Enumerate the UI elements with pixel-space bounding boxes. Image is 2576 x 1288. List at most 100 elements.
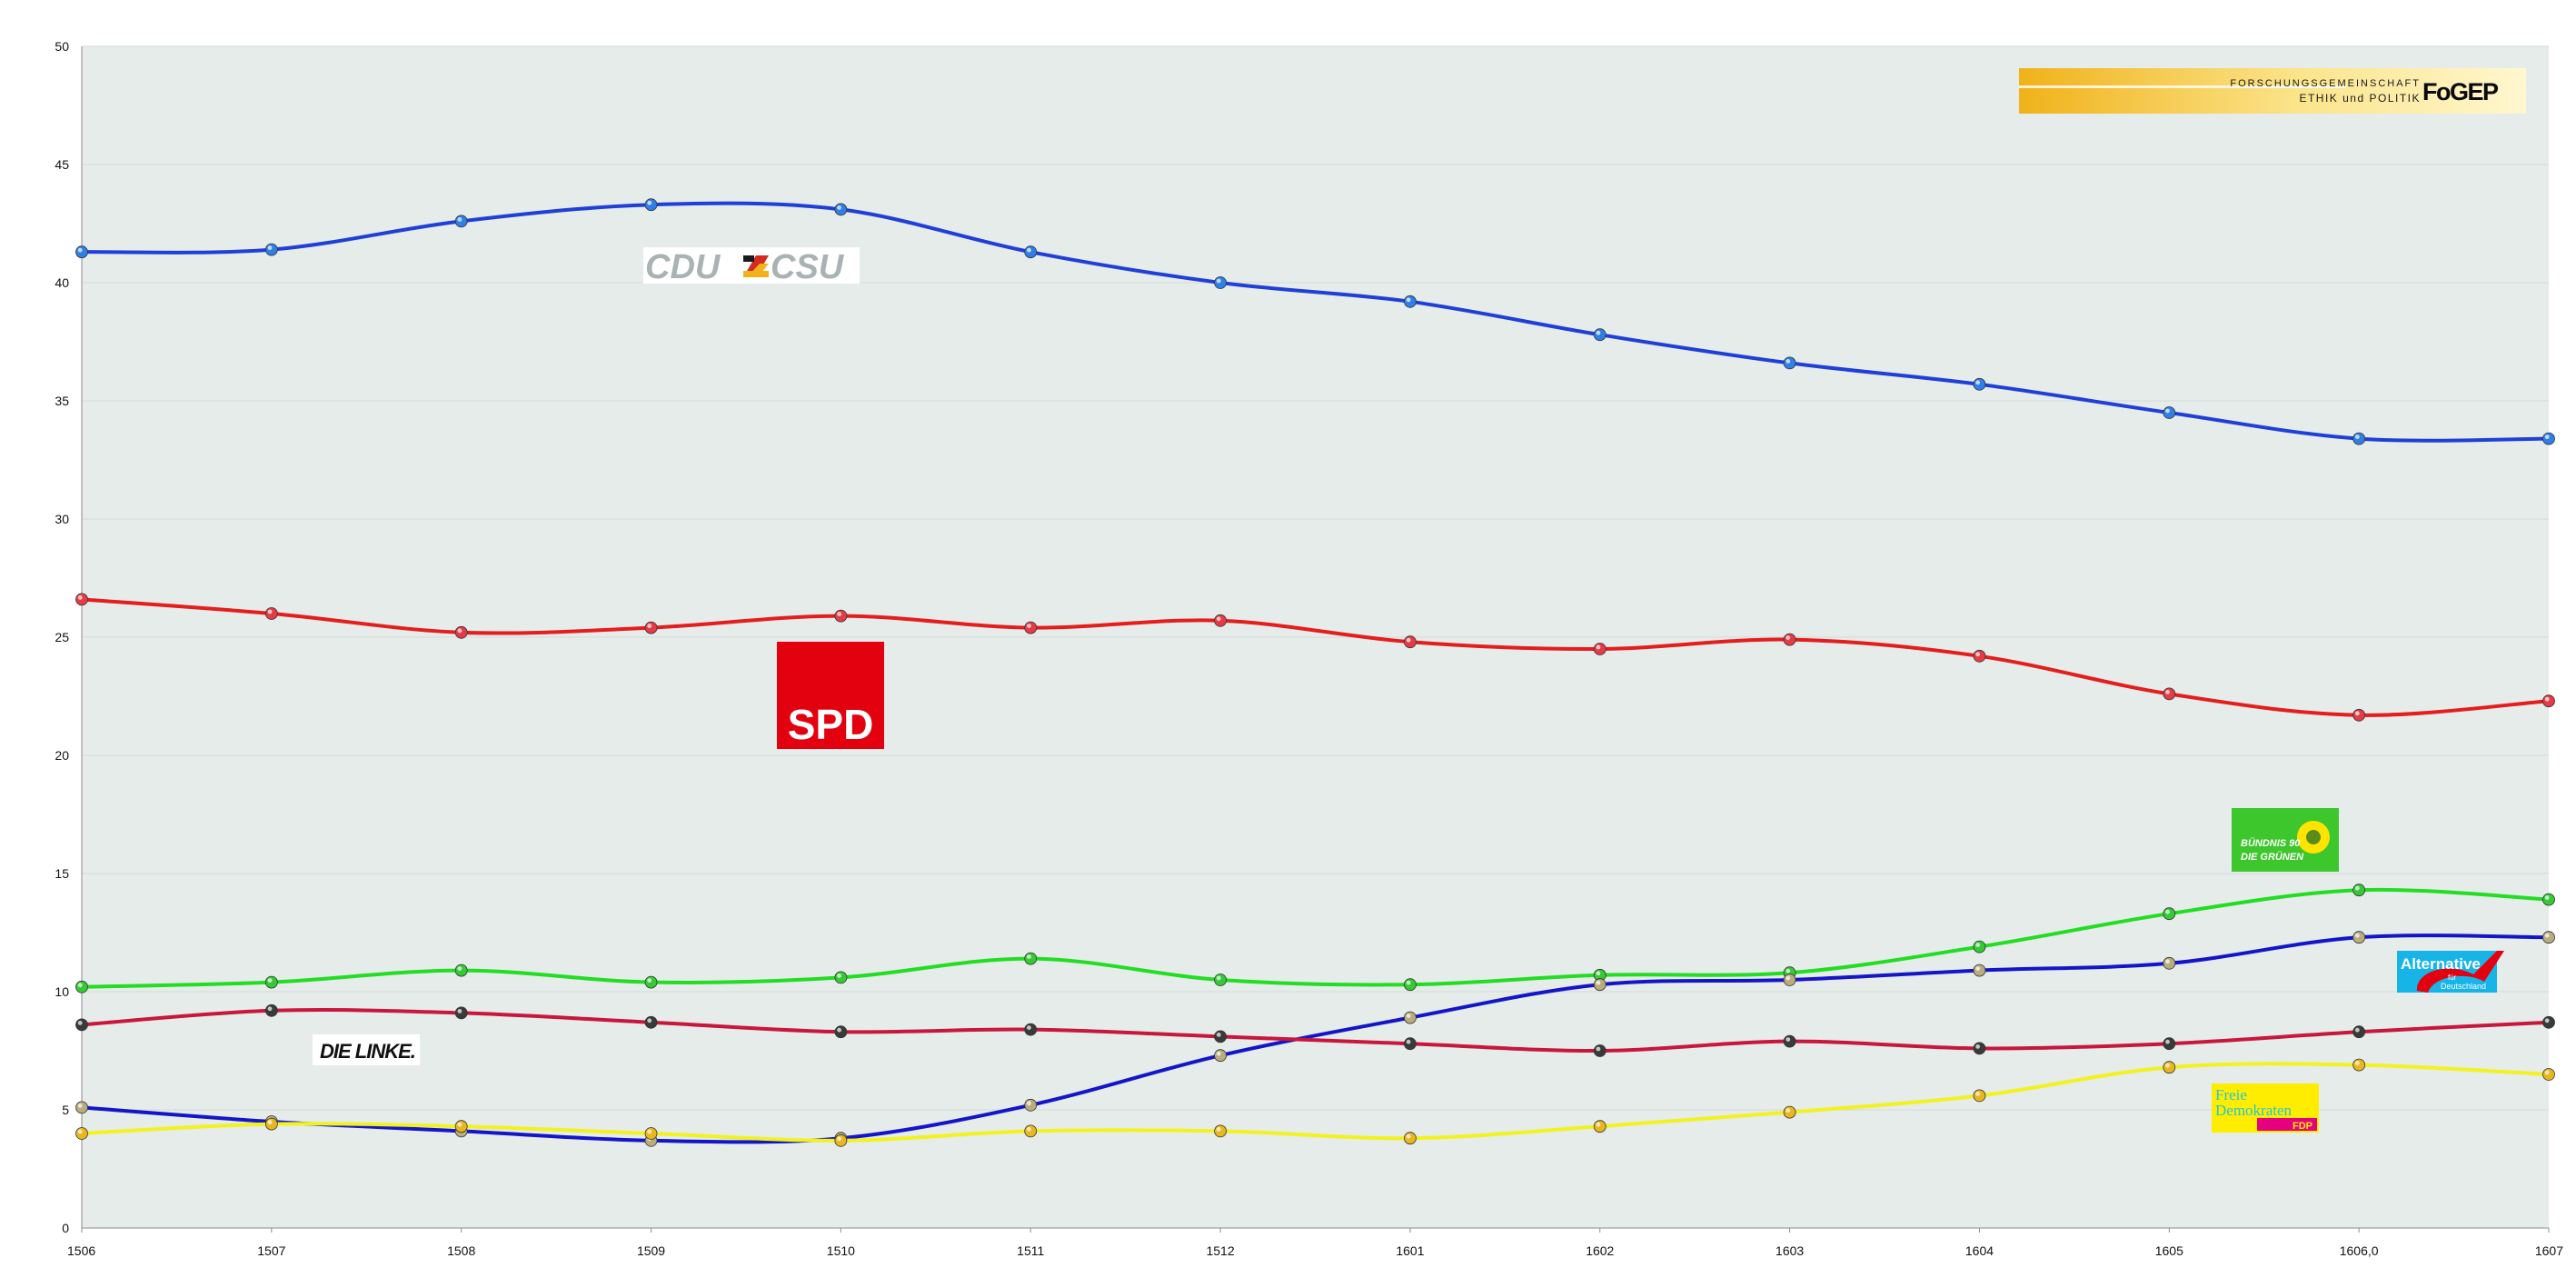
data-point-cdu [1783, 356, 1796, 370]
gruene-logo: BÜNDNIS 90 DIE GRÜNEN [2232, 808, 2339, 872]
fdp-label-3: FDP [2293, 1121, 2312, 1132]
data-point-cdu [1214, 276, 1227, 289]
data-point-afd [1783, 973, 1796, 986]
data-point-linke [834, 1025, 848, 1039]
data-point-cdu [2542, 432, 2555, 445]
series-line-gruene [81, 887, 2550, 989]
x-axis-ticks: 1506 1507 1508 1509 1510 1511 1512 1601 1602 1603… [67, 1228, 2563, 1258]
data-point-cdu [644, 198, 658, 212]
data-point-fdp [834, 1133, 848, 1147]
series-line-afd [81, 934, 2550, 1144]
data-point-afd [2163, 956, 2176, 970]
data-point-fdp [2352, 1058, 2366, 1072]
series-line-spd [81, 597, 2550, 717]
data-point-linke [1404, 1037, 1417, 1051]
data-point-linke [1973, 1042, 1986, 1055]
y-tick-label: 0 [62, 1221, 69, 1235]
x-tick-label: 1507 [257, 1243, 285, 1258]
data-point-afd [1404, 1011, 1417, 1024]
fdp-logo: Freie Demokraten FDP [2212, 1083, 2319, 1133]
brand-line1: FORSCHUNGSGEMEINSCHAFT [2230, 78, 2421, 89]
data-point-gruene [1973, 940, 1986, 954]
spd-label: SPD [788, 701, 874, 748]
data-point-afd [75, 1101, 88, 1114]
data-point-spd [2542, 694, 2555, 708]
data-point-spd [1214, 614, 1227, 627]
data-point-spd [2163, 687, 2176, 701]
y-tick-label: 40 [55, 275, 69, 290]
y-tick-label: 15 [55, 866, 69, 881]
data-point-spd [75, 593, 88, 606]
afd-label-1: Alternative [2401, 955, 2481, 973]
data-point-cdu [834, 203, 848, 216]
data-point-spd [1973, 649, 1986, 663]
data-point-afd [1214, 1049, 1227, 1063]
data-point-fdp [75, 1127, 88, 1140]
x-tick-label: 1512 [1206, 1243, 1234, 1258]
data-point-fdp [454, 1120, 468, 1133]
data-point-fdp [2163, 1061, 2176, 1074]
data-point-gruene [1024, 952, 1038, 965]
x-tick-label: 1510 [827, 1243, 855, 1258]
data-point-gruene [644, 975, 658, 989]
spd-logo: SPD [777, 642, 884, 749]
data-point-afd [2352, 931, 2366, 944]
data-point-afd [1024, 1098, 1038, 1112]
brand-line2: ETHIK und POLITIK [2299, 92, 2421, 105]
y-axis-ticks: 0 5 10 15 20 25 30 35 40 45 50 [55, 39, 69, 1235]
x-tick-label: 1602 [1586, 1243, 1614, 1258]
data-point-fdp [1783, 1105, 1796, 1119]
data-point-linke [454, 1006, 468, 1020]
gruene-label-2: DIE GRÜNEN [2241, 851, 2304, 863]
data-point-spd [834, 609, 848, 623]
cdu-label: CDU [645, 248, 721, 286]
x-tick-label: 1601 [1396, 1243, 1424, 1258]
data-point-spd [1593, 643, 1606, 655]
data-point-spd [644, 621, 658, 634]
data-point-gruene [1214, 973, 1227, 986]
data-point-fdp [644, 1127, 658, 1140]
data-point-gruene [834, 971, 848, 984]
axes [81, 46, 2549, 1229]
data-point-linke [1783, 1034, 1796, 1048]
data-point-cdu [2163, 406, 2176, 419]
y-tick-label: 35 [55, 394, 69, 408]
data-point-gruene [264, 975, 278, 989]
data-point-afd [2542, 931, 2555, 944]
fdp-label-1: Freie [2215, 1086, 2247, 1103]
data-point-cdu [2352, 432, 2366, 445]
data-point-linke [1214, 1030, 1227, 1043]
data-point-fdp [1024, 1124, 1038, 1138]
data-point-spd [454, 625, 468, 639]
series-line-fdp [81, 1062, 2550, 1143]
data-point-linke [264, 1003, 278, 1017]
afd-logo: Alternative für Deutschland [2397, 951, 2504, 993]
y-tick-label: 5 [62, 1103, 69, 1117]
data-point-afd [1973, 964, 1986, 977]
data-point-cdu [264, 243, 278, 256]
data-point-spd [1783, 633, 1796, 646]
x-tick-label: 1605 [2155, 1243, 2183, 1258]
data-point-gruene [2542, 893, 2555, 906]
gruene-label-1: BÜNDNIS 90 [2241, 837, 2301, 849]
afd-label-2: für [2448, 973, 2457, 982]
data-point-spd [264, 607, 278, 620]
data-point-fdp [1214, 1124, 1227, 1138]
x-tick-label: 1606,0 [2340, 1243, 2379, 1258]
y-tick-label: 50 [55, 39, 69, 54]
y-tick-label: 45 [55, 157, 69, 172]
data-point-linke [2352, 1025, 2366, 1039]
data-point-cdu [75, 245, 88, 259]
fdp-label-2: Demokraten [2215, 1102, 2293, 1119]
data-point-linke [2163, 1037, 2176, 1051]
afd-label-3: Deutschland [2441, 982, 2486, 991]
series-line-cdu [81, 201, 2550, 443]
data-point-spd [1404, 635, 1417, 649]
data-point-gruene [2163, 907, 2176, 921]
csu-label: CSU [771, 248, 845, 286]
data-point-gruene [2352, 884, 2366, 897]
data-point-spd [2352, 708, 2366, 722]
data-point-fdp [1973, 1089, 1986, 1103]
data-point-gruene [75, 980, 88, 993]
